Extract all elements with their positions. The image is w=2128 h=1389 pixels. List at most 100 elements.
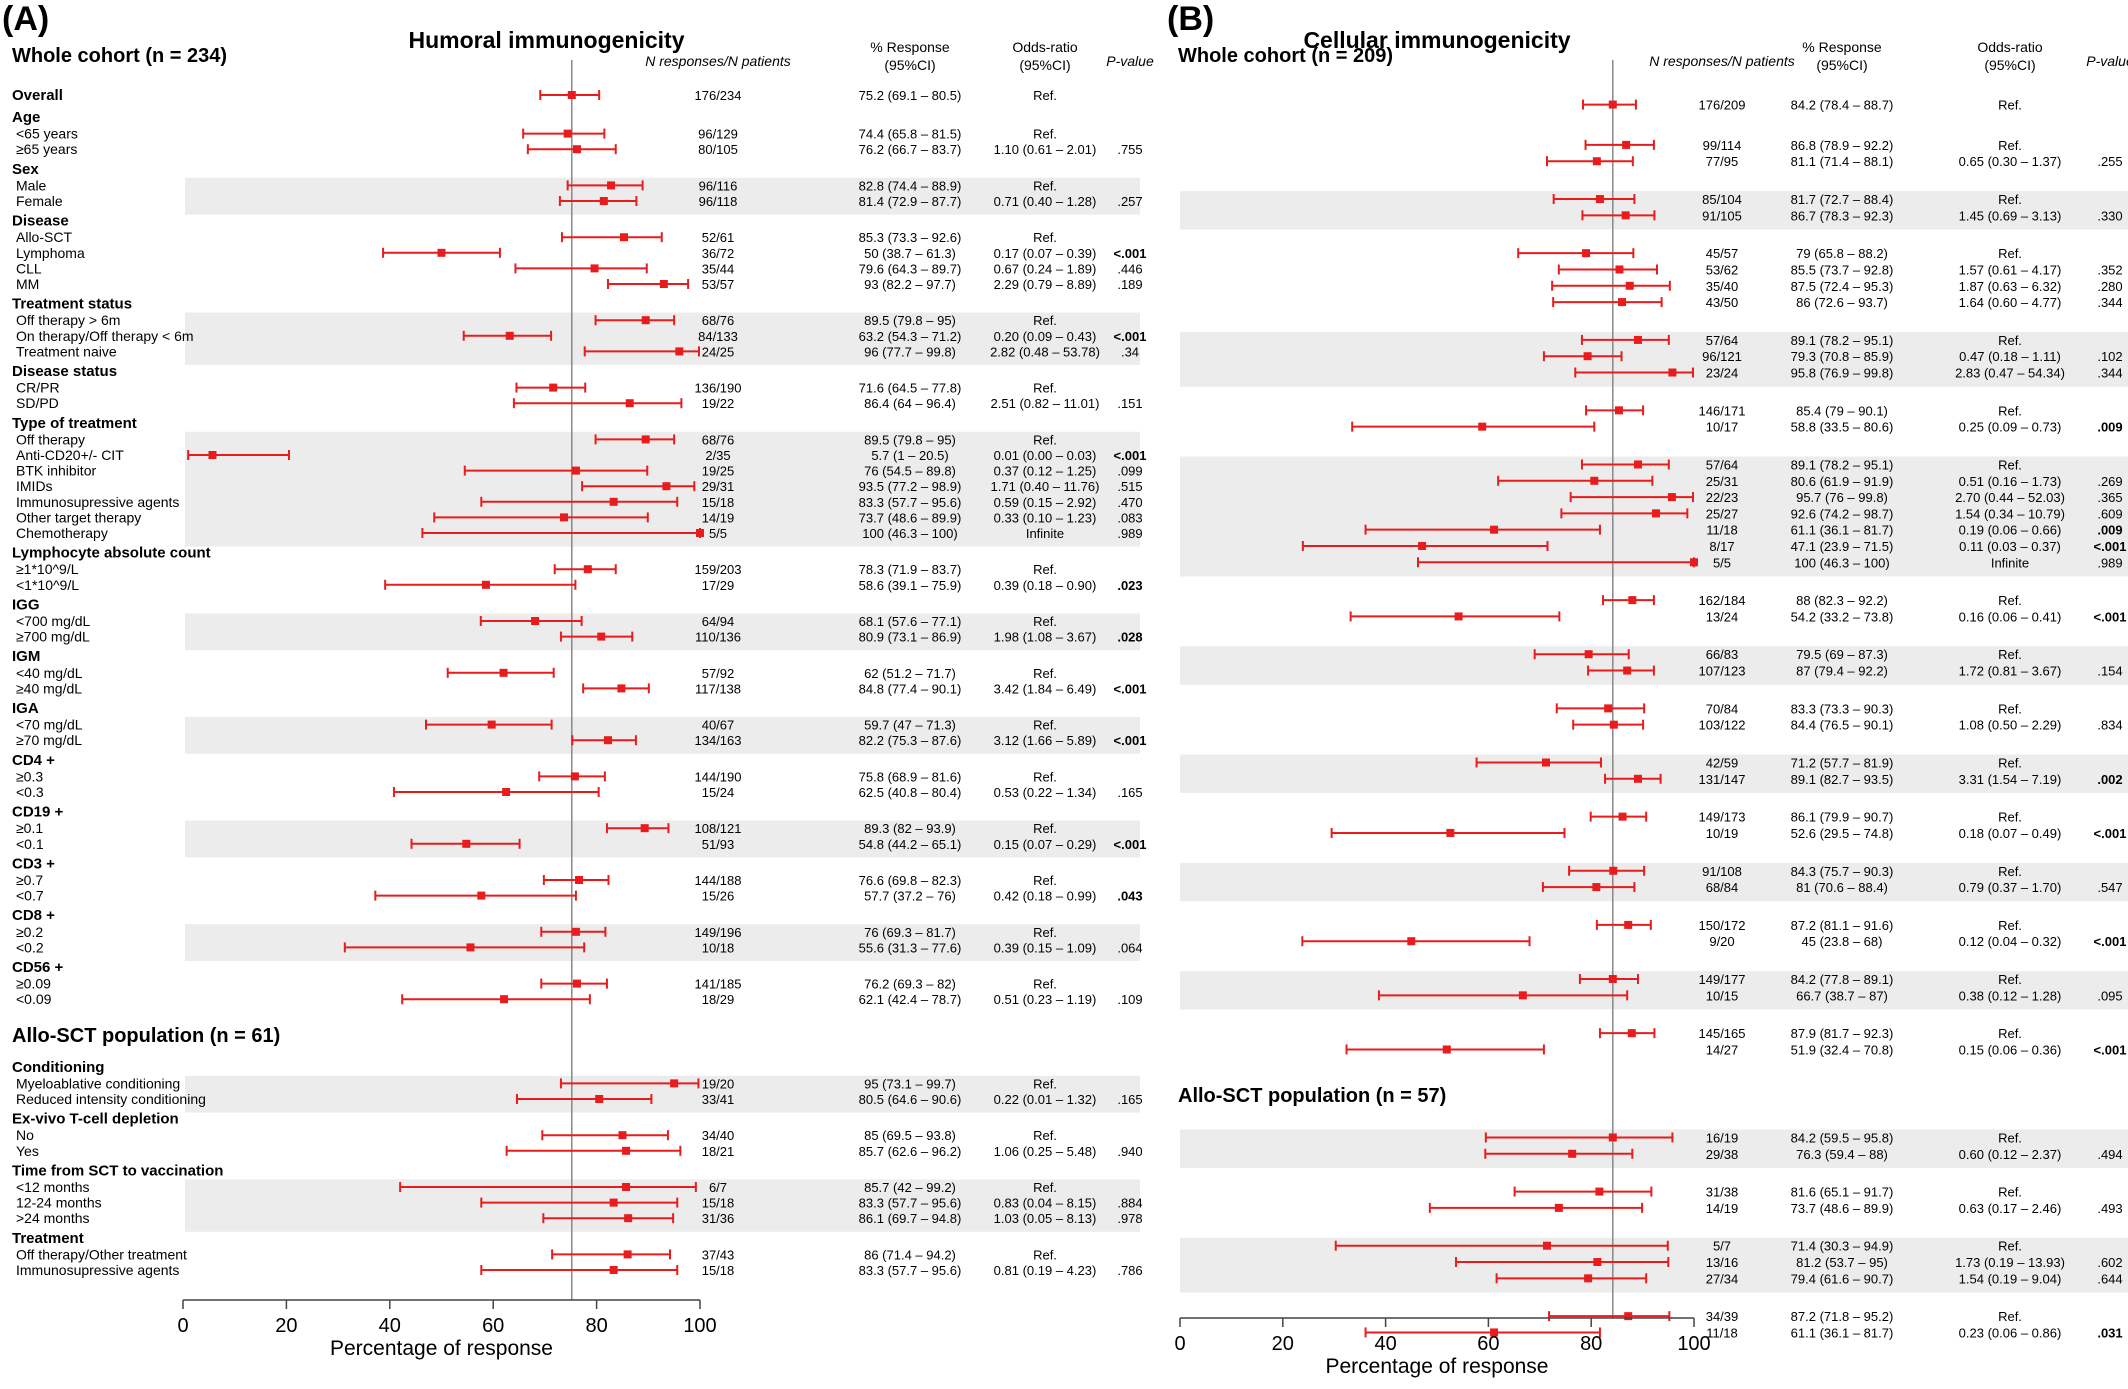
row-percent-ci: 74.4 (65.8 – 81.5) xyxy=(859,127,962,142)
row-odds-ratio: 2.51 (0.82 – 11.01) xyxy=(991,396,1100,411)
row-odds-ratio: 0.15 (0.06 – 0.36) xyxy=(1959,1042,2062,1057)
row-band-shade xyxy=(1180,1129,2128,1168)
row-odds-ratio: Ref. xyxy=(1998,333,2022,348)
x-axis-tick-label: 60 xyxy=(482,1315,504,1337)
row-percent-ci: 93 (82.2 – 97.7) xyxy=(864,277,956,292)
group-header: Age xyxy=(12,109,40,126)
row-label: <0.7 xyxy=(16,888,44,904)
row-p-value: .34 xyxy=(1121,344,1139,359)
row-label: BTK inhibitor xyxy=(16,463,96,479)
row-band-shade xyxy=(1180,1237,2128,1293)
x-axis-label: Percentage of response xyxy=(330,1337,553,1360)
row-p-value: .043 xyxy=(1117,889,1142,904)
section-title: Whole cohort (n = 234) xyxy=(12,45,227,67)
row-n-responses: 15/18 xyxy=(702,495,735,510)
point-estimate xyxy=(1590,476,1599,485)
panel-letter: (A) xyxy=(2,0,49,38)
point-estimate xyxy=(1518,991,1527,1000)
row-label: <0.09 xyxy=(16,991,52,1007)
row-n-responses: 51/93 xyxy=(702,837,735,852)
row-percent-ci: 79.6 (64.3 – 89.7) xyxy=(859,261,962,276)
row-p-value: .330 xyxy=(2097,208,2122,223)
row-p-value: .189 xyxy=(1117,277,1142,292)
row-odds-ratio: 1.98 (1.08 – 3.67) xyxy=(994,630,1097,645)
group-header: IGA xyxy=(12,700,39,717)
row-odds-ratio: Ref. xyxy=(1998,864,2022,879)
row-n-responses: 29/38 xyxy=(1706,1147,1739,1162)
row-band-shade xyxy=(1180,971,2128,1010)
row-odds-ratio: Ref. xyxy=(1033,1247,1057,1262)
row-band-shade xyxy=(185,717,1140,754)
row-odds-ratio: Ref. xyxy=(1033,88,1057,103)
row-percent-ci: 100 (46.3 – 100) xyxy=(1794,555,1889,570)
row-p-value: .257 xyxy=(1117,194,1142,209)
row-label: No xyxy=(16,1127,34,1143)
row-odds-ratio: Ref. xyxy=(1033,821,1057,836)
group-header: IGM xyxy=(12,648,40,665)
row-n-responses: 53/62 xyxy=(1706,262,1739,277)
row-label: ≥700 mg/dL xyxy=(16,629,90,645)
row-n-responses: 103/122 xyxy=(1699,718,1746,733)
row-percent-ci: 84.3 (75.7 – 90.3) xyxy=(1791,864,1894,879)
row-n-responses: 35/44 xyxy=(702,261,735,276)
point-estimate xyxy=(1541,758,1550,767)
row-percent-ci: 84.2 (78.4 – 88.7) xyxy=(1791,98,1894,113)
row-label: ≥0.09 xyxy=(16,976,51,992)
row-odds-ratio: 0.51 (0.23 – 1.19) xyxy=(994,992,1097,1007)
x-axis-tick-label: 0 xyxy=(1174,1333,1185,1355)
point-estimate xyxy=(1624,920,1633,929)
row-n-responses: 11/18 xyxy=(1706,1325,1738,1340)
row-odds-ratio: 0.63 (0.17 – 2.46) xyxy=(1959,1201,2062,1216)
point-estimate xyxy=(1584,650,1593,659)
row-p-value: .609 xyxy=(2097,506,2122,521)
row-odds-ratio: 1.72 (0.81 – 3.67) xyxy=(1959,664,2062,679)
point-estimate xyxy=(570,772,579,781)
row-label: <1*10^9/L xyxy=(16,577,79,593)
point-estimate xyxy=(1608,100,1617,109)
row-percent-ci: 87 (79.4 – 92.2) xyxy=(1796,664,1888,679)
row-n-responses: 25/27 xyxy=(1706,506,1739,521)
row-n-responses: 85/104 xyxy=(1702,192,1742,207)
row-n-responses: 145/165 xyxy=(1699,1026,1746,1041)
point-estimate xyxy=(1490,525,1499,534)
row-n-responses: 96/118 xyxy=(699,194,738,209)
point-estimate xyxy=(1407,937,1416,946)
row-n-responses: 16/19 xyxy=(1706,1130,1739,1145)
row-odds-ratio: 0.23 (0.06 – 0.86) xyxy=(1959,1325,2062,1340)
column-header-p: P-value xyxy=(1106,53,1154,69)
point-estimate xyxy=(624,1214,633,1223)
row-label: <12 months xyxy=(16,1179,90,1195)
row-p-value: .151 xyxy=(1117,396,1142,411)
row-label: ≥70 mg/dL xyxy=(16,732,82,748)
row-n-responses: 131/147 xyxy=(1699,772,1746,787)
row-percent-ci: 57.7 (37.2 – 76) xyxy=(864,889,956,904)
row-odds-ratio: 1.10 (0.61 – 2.01) xyxy=(994,142,1097,157)
row-n-responses: 31/38 xyxy=(1706,1185,1739,1200)
row-label: 12-24 months xyxy=(16,1195,102,1211)
row-percent-ci: 82.2 (75.3 – 87.6) xyxy=(859,733,962,748)
row-odds-ratio: 0.11 (0.03 – 0.37) xyxy=(1959,539,2061,554)
row-odds-ratio: Ref. xyxy=(1033,614,1057,629)
row-n-responses: 141/185 xyxy=(695,977,742,992)
row-odds-ratio: 1.57 (0.61 – 4.17) xyxy=(1959,262,2062,277)
row-label: MM xyxy=(16,276,39,292)
point-estimate xyxy=(1592,157,1601,166)
point-estimate xyxy=(1595,1187,1604,1196)
x-axis-tick-label: 20 xyxy=(1272,1333,1294,1355)
point-estimate xyxy=(1614,406,1623,415)
row-percent-ci: 71.4 (30.3 – 94.9) xyxy=(1791,1239,1894,1254)
point-estimate xyxy=(572,145,581,154)
group-header: Ex-vivo T-cell depletion xyxy=(12,1111,179,1128)
row-n-responses: 35/40 xyxy=(1706,279,1739,294)
row-percent-ci: 86.1 (79.9 – 90.7) xyxy=(1791,810,1894,825)
row-odds-ratio: Ref. xyxy=(1033,1180,1057,1195)
row-odds-ratio: 0.25 (0.09 – 0.73) xyxy=(1959,420,2062,435)
point-estimate xyxy=(505,331,514,340)
row-label: ≥65 years xyxy=(16,141,77,157)
row-odds-ratio: 0.51 (0.16 – 1.73) xyxy=(1959,474,2062,489)
row-label: ≥40 mg/dL xyxy=(16,680,82,696)
row-p-value: .083 xyxy=(1117,510,1142,525)
row-odds-ratio: 2.83 (0.47 – 54.34) xyxy=(1955,366,2065,381)
row-percent-ci: 82.8 (74.4 – 88.9) xyxy=(859,178,962,193)
row-p-value: <.001 xyxy=(2094,609,2127,624)
